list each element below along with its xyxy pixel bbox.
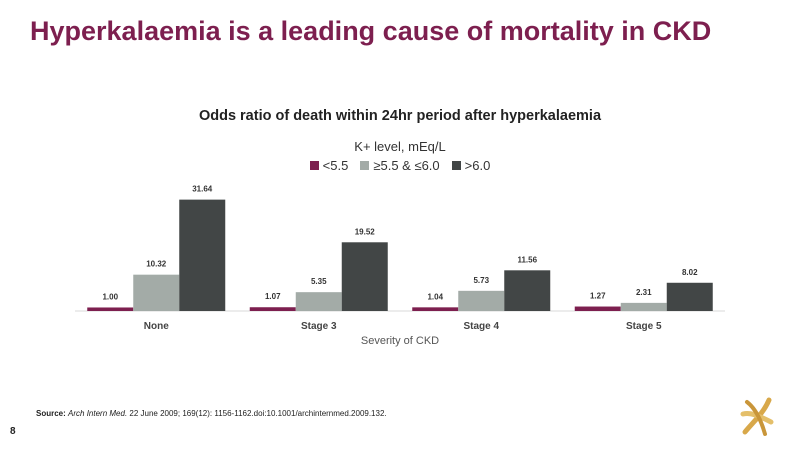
bar-1-2: [341, 242, 388, 311]
legend-item-mid: ≥5.5 & ≤6.0: [360, 158, 440, 173]
data-label-3-1: 2.31: [636, 288, 652, 297]
data-label-0-2: 31.64: [192, 185, 213, 194]
legend-title: K+ level, mEq/L: [354, 139, 446, 154]
legend-item-high: >6.0: [451, 158, 491, 173]
bar-3-1: [620, 302, 667, 311]
company-logo-icon: [737, 392, 777, 443]
chart-legend: <5.5 ≥5.5 & ≤6.0 >6.0: [0, 158, 800, 173]
bar-3-0: [574, 306, 621, 311]
bar-2-1: [458, 290, 505, 311]
data-label-3-0: 1.27: [590, 292, 606, 301]
bar-2-2: [504, 270, 551, 311]
bar-1-0: [249, 307, 296, 311]
x-tick-label-0: None: [144, 321, 169, 332]
data-label-0-1: 10.32: [146, 260, 167, 269]
x-tick-label-3: Stage 5: [626, 321, 662, 332]
source-citation: Source: Arch Intern Med. 22 June 2009; 1…: [36, 409, 387, 418]
bar-0-0: [87, 307, 134, 311]
bar-0-2: [179, 199, 226, 311]
chart-title: Odds ratio of death within 24hr period a…: [198, 108, 602, 124]
data-label-3-2: 8.02: [682, 268, 698, 277]
page-number: 8: [10, 426, 16, 437]
bar-0-1: [133, 274, 180, 311]
legend-item-low: <5.5: [309, 158, 349, 173]
x-axis-title: Severity of CKD: [361, 335, 439, 347]
legend-swatch-low: [309, 161, 319, 170]
legend-swatch-mid: [360, 161, 370, 170]
source-details: 22 June 2009; 169(12): 1156-1162.doi:10.…: [127, 409, 387, 418]
legend-label-low: <5.5: [322, 158, 349, 173]
data-label-0-0: 1.00: [102, 292, 118, 301]
data-label-2-2: 11.56: [517, 255, 537, 264]
legend-swatch-high: [451, 161, 461, 170]
data-label-2-1: 5.73: [473, 276, 489, 285]
bar-2-0: [412, 307, 459, 311]
legend-label-high: >6.0: [464, 158, 491, 173]
legend-label-mid: ≥5.5 & ≤6.0: [373, 158, 440, 173]
bar-1-1: [295, 292, 342, 311]
x-tick-label-2: Stage 4: [463, 321, 499, 332]
data-label-1-1: 5.35: [311, 277, 327, 286]
data-label-2-0: 1.04: [427, 292, 443, 301]
slide-title: Hyperkalaemia is a leading cause of mort…: [30, 16, 712, 46]
data-label-1-0: 1.07: [265, 292, 281, 301]
source-journal: Arch Intern Med.: [68, 409, 128, 418]
bar-3-2: [666, 282, 713, 311]
source-label: Source:: [36, 409, 66, 418]
data-label-1-2: 19.52: [355, 227, 376, 236]
x-tick-label-1: Stage 3: [301, 321, 337, 332]
